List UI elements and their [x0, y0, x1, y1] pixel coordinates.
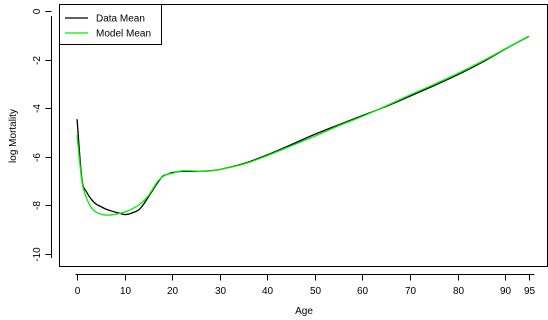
- legend-label-data-mean: Data Mean: [96, 14, 145, 25]
- y-axis-title: log Mortality: [8, 109, 19, 163]
- legend: Data Mean Model Mean: [59, 4, 162, 45]
- x-tick-label: 60: [357, 286, 369, 297]
- x-tick-label: 30: [215, 286, 227, 297]
- x-tick-label: 95: [524, 286, 536, 297]
- x-tick-label: 70: [405, 286, 417, 297]
- y-tick-label: -2: [32, 56, 43, 65]
- x-tick-label: 50: [310, 286, 322, 297]
- x-axis-title: Age: [295, 306, 313, 317]
- y-tick-label: -8: [32, 201, 43, 210]
- y-axis-ticks: 0 -2 -4 -6 -8 -10: [32, 8, 52, 262]
- x-tick-label: 80: [453, 286, 465, 297]
- series-line-model-mean: [76, 35, 530, 216]
- x-tick-label: 90: [500, 286, 512, 297]
- legend-label-model-mean: Model Mean: [96, 29, 151, 40]
- x-axis-ticks: 0 10 20 30 40 50 60 70 80 90 95: [75, 274, 536, 297]
- series-layer: [76, 35, 530, 216]
- x-tick-label: 10: [120, 286, 132, 297]
- x-tick-label: 0: [75, 286, 81, 297]
- y-tick-label: -10: [32, 247, 43, 262]
- series-line-data-mean: [76, 35, 530, 216]
- x-tick-label: 40: [262, 286, 274, 297]
- x-tick-label: 20: [167, 286, 179, 297]
- y-tick-label: 0: [32, 8, 43, 14]
- legend-frame: [59, 4, 162, 45]
- y-tick-label: -4: [32, 104, 43, 113]
- y-tick-label: -6: [32, 153, 43, 162]
